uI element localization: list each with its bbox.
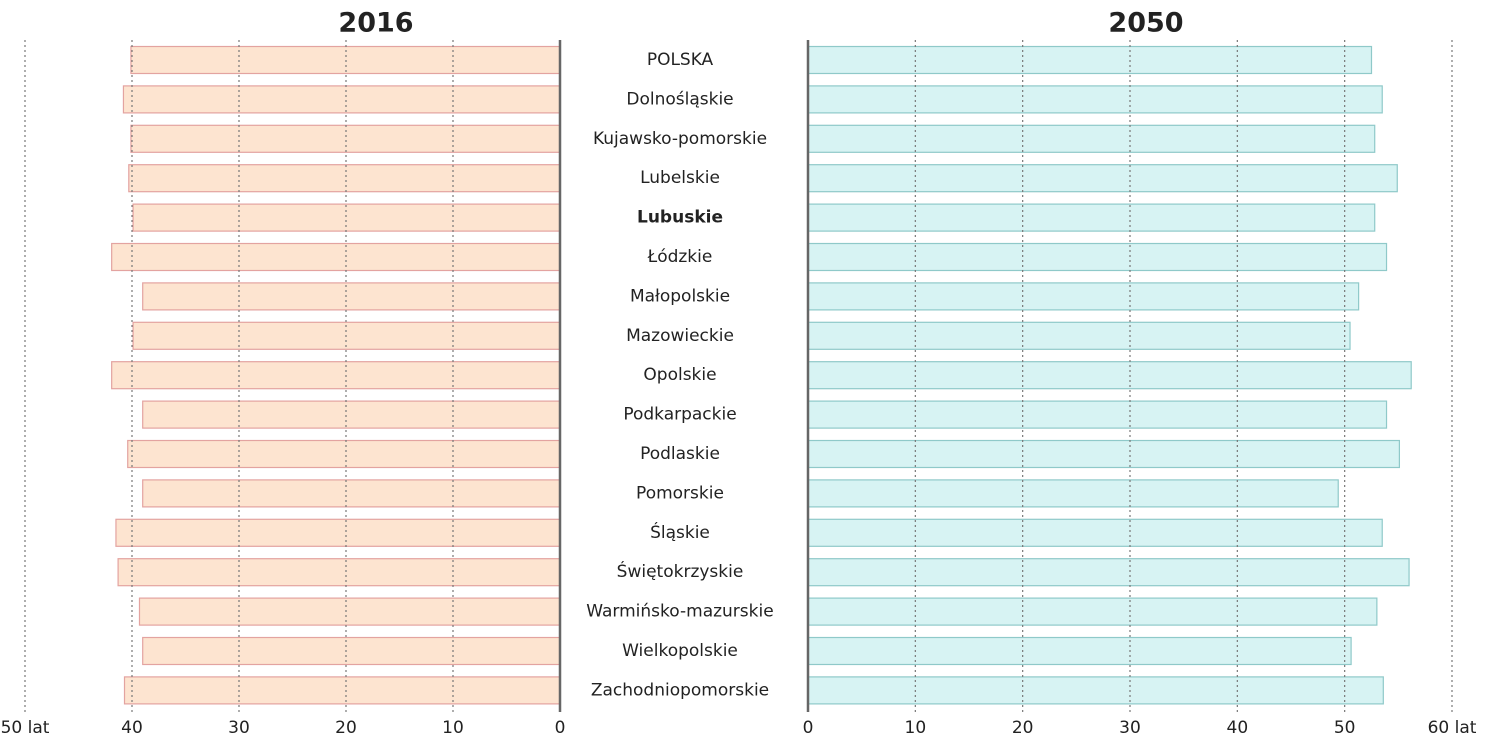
category-label: Zachodniopomorskie <box>591 680 769 700</box>
category-label: Lubelskie <box>640 168 720 188</box>
bar <box>807 242 1388 272</box>
bar <box>807 558 1410 587</box>
bar <box>115 518 561 547</box>
category-label: Podlaskie <box>640 444 720 464</box>
category-label: Świętokrzyskie <box>617 560 744 582</box>
category-label: Pomorskie <box>636 483 724 503</box>
x-tick-label: 30 <box>1119 718 1141 738</box>
x-tick-label: 20 <box>1012 718 1034 738</box>
bar <box>142 636 561 666</box>
x-tick-label: 0 <box>555 718 566 738</box>
bar <box>807 85 1383 114</box>
x-tick-label: 30 <box>228 718 250 738</box>
bar <box>807 45 1373 75</box>
x-tick-label: 40 <box>1227 718 1249 738</box>
bar <box>807 400 1388 429</box>
x-tick-label: 20 <box>335 718 357 738</box>
x-tick-label: 10 <box>905 718 927 738</box>
x-tick-label: 10 <box>442 718 464 738</box>
bar <box>142 282 561 311</box>
bar <box>123 676 561 705</box>
bar <box>142 479 561 508</box>
bar <box>127 439 561 469</box>
bar <box>807 321 1351 350</box>
bar <box>807 361 1412 390</box>
category-label: Wielkopolskie <box>622 641 738 661</box>
chart-title: 2050 <box>1108 8 1183 39</box>
category-label: Dolnośląskie <box>626 89 733 109</box>
bar <box>807 282 1360 311</box>
x-tick-label: 0 <box>803 718 814 738</box>
category-label: Lubuskie <box>637 208 723 228</box>
category-label: Śląskie <box>650 521 710 543</box>
x-tick-label: 40 <box>121 718 143 738</box>
x-tick-label: 50 lat <box>1 718 50 738</box>
bar <box>138 597 561 626</box>
chart-title: 2016 <box>338 8 413 39</box>
category-label: POLSKA <box>647 50 714 70</box>
category-label: Mazowieckie <box>626 326 734 346</box>
category-label: Małopolskie <box>630 286 730 306</box>
category-label: Podkarpackie <box>623 405 736 425</box>
x-tick-label: 60 lat <box>1428 718 1477 738</box>
category-label: Łódzkie <box>647 247 713 267</box>
bar <box>807 439 1401 469</box>
bar <box>807 636 1352 666</box>
bar <box>807 479 1339 508</box>
bar <box>130 124 561 153</box>
category-label: Opolskie <box>643 365 716 385</box>
bar <box>117 558 561 587</box>
bar <box>122 85 561 114</box>
category-label: Kujawsko-pomorskie <box>593 129 767 149</box>
bar <box>807 597 1378 626</box>
bar <box>111 242 561 272</box>
bar <box>111 361 561 390</box>
bar <box>807 164 1398 193</box>
bar <box>142 400 561 429</box>
bar <box>132 203 561 232</box>
bar <box>807 676 1384 705</box>
bar <box>807 124 1376 153</box>
bar <box>128 164 561 193</box>
x-tick-label: 50 <box>1334 718 1356 738</box>
category-label: Warmińsko-mazurskie <box>586 602 773 622</box>
bar <box>807 203 1376 232</box>
bar <box>807 518 1383 547</box>
